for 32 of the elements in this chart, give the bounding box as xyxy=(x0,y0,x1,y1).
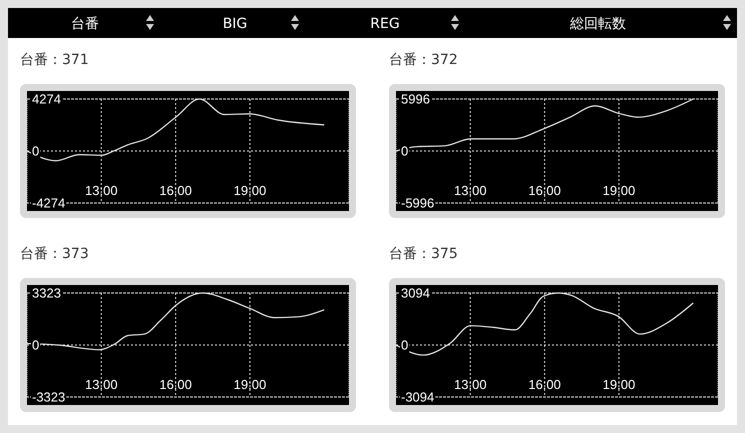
y-tick-label: 4274 xyxy=(32,92,61,107)
y-tick-label: 0 xyxy=(401,144,408,159)
chart-title: 台番：375 xyxy=(389,246,458,262)
x-tick-label: 13:00 xyxy=(85,377,118,392)
y-tick-label: -5996 xyxy=(401,196,434,211)
x-tick-label: 16:00 xyxy=(528,183,561,198)
x-tick-label: 16:00 xyxy=(159,377,192,392)
category-label: REG xyxy=(370,16,400,32)
y-tick-label: -3094 xyxy=(401,390,434,405)
x-tick-label: 13:00 xyxy=(454,183,487,198)
chart-title: 台番：373 xyxy=(20,246,89,262)
y-tick-label: 0 xyxy=(32,144,40,159)
y-tick-label: 0 xyxy=(401,338,408,353)
y-tick-label: 5996 xyxy=(401,92,430,107)
x-tick-label: 13:00 xyxy=(85,183,118,198)
x-tick-label: 16:00 xyxy=(159,183,192,198)
y-tick-label: -4274 xyxy=(32,196,66,211)
category-label: BIG xyxy=(222,16,248,32)
chart-title: 台番：372 xyxy=(389,52,458,68)
x-tick-label: 13:00 xyxy=(454,377,487,392)
y-tick-label: 3094 xyxy=(401,286,430,301)
x-tick-label: 19:00 xyxy=(602,377,636,392)
x-tick-label: 16:00 xyxy=(528,377,561,392)
category-label: 総回転数 xyxy=(569,16,626,32)
category-label: 台番 xyxy=(71,16,99,32)
y-tick-label: 3323 xyxy=(32,286,61,301)
chart-title: 台番：371 xyxy=(20,52,89,68)
x-tick-label: 19:00 xyxy=(234,377,266,392)
x-tick-label: 19:00 xyxy=(602,183,636,198)
y-tick-label: -3323 xyxy=(32,390,66,405)
x-tick-label: 19:00 xyxy=(234,183,266,198)
y-tick-label: 0 xyxy=(32,338,40,353)
